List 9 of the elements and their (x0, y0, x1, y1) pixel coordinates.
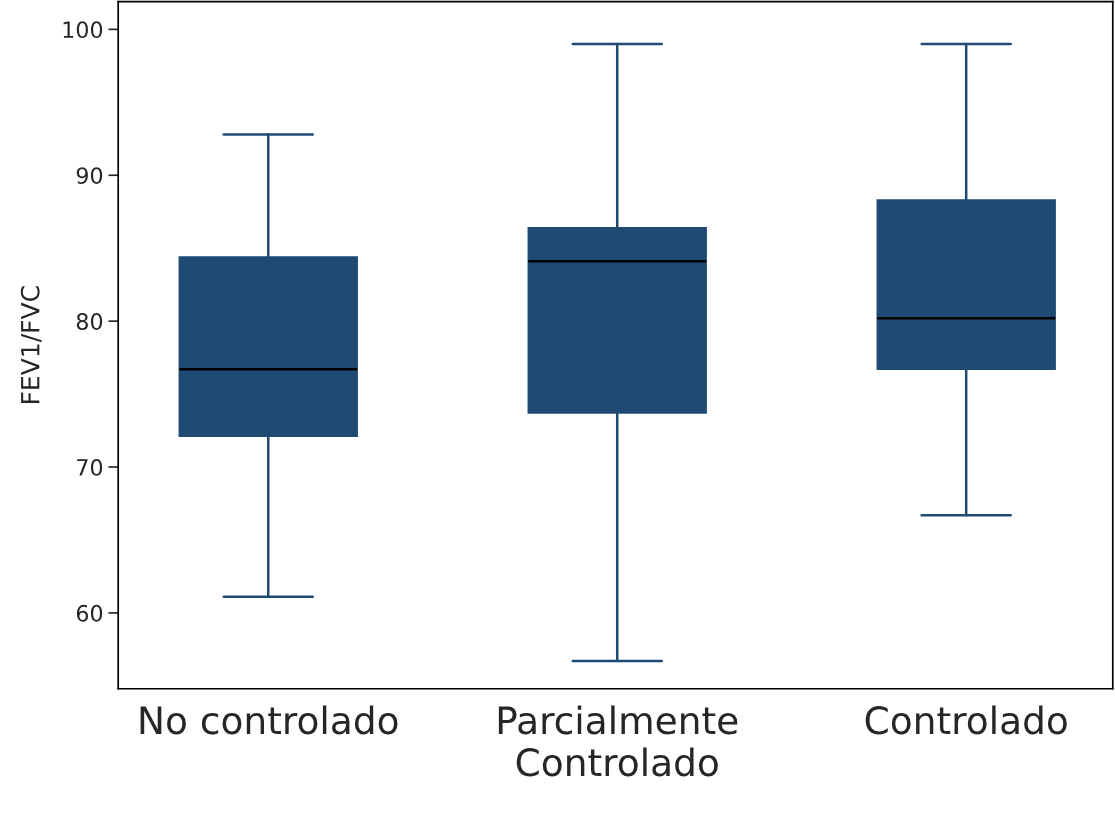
x-tick-label: Controlado (865, 705, 1067, 735)
y-tick-label: 90 (76, 167, 103, 185)
x-tick-label: Parcialmente Controlado (498, 705, 738, 777)
y-axis-title: FEV1/FVC (20, 286, 42, 404)
x-tick-label: No controlado (140, 705, 398, 735)
y-tick-label: 70 (77, 458, 103, 476)
y-tick-label: 80 (76, 313, 103, 330)
y-tick-label: 100 (63, 21, 103, 39)
y-tick-label: 60 (76, 604, 103, 622)
